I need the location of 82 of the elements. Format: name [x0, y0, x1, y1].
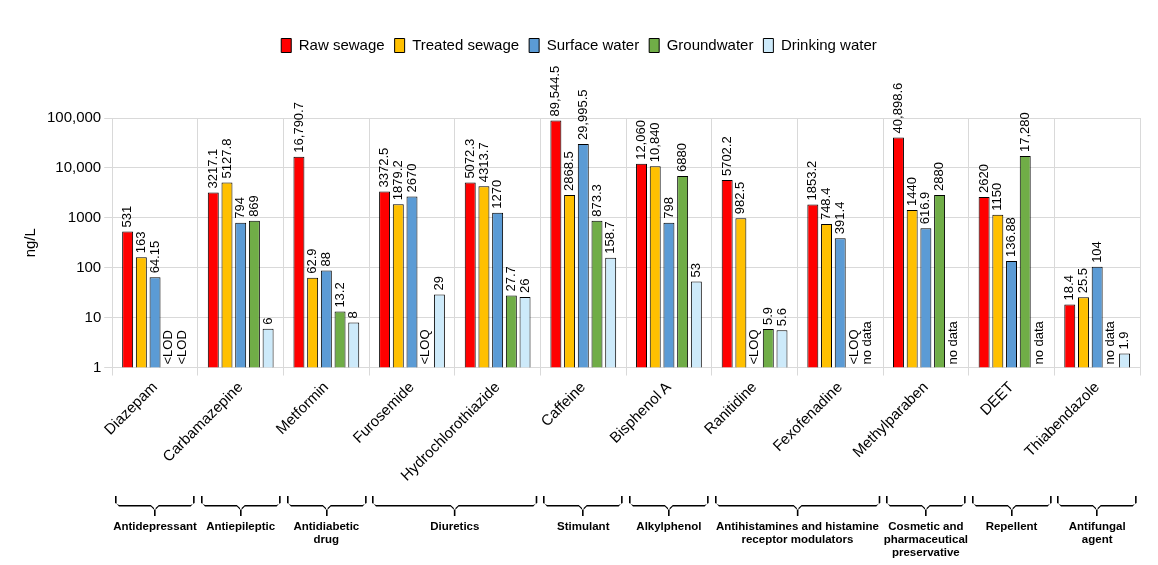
text: no data: [859, 321, 875, 365]
y-axis-title: ng/L: [21, 228, 39, 258]
data-label: 4313.7: [475, 142, 491, 183]
data-label: 163: [132, 231, 148, 254]
data-label: 18.4: [1061, 275, 1077, 301]
data-label: 2868.5: [561, 151, 577, 191]
data-label: 8: [345, 311, 361, 319]
text: Antidiabetic drug: [292, 520, 361, 546]
data-label: 391.4: [831, 201, 847, 235]
data-label: 869: [245, 195, 261, 217]
text: Antifungal agent: [1067, 520, 1127, 546]
data-label: 5.9: [759, 306, 775, 326]
data-label: 53: [687, 263, 703, 278]
y-tick-label: 10: [84, 307, 102, 325]
data-label: 2880: [931, 161, 947, 191]
data-label: 1853.2: [804, 160, 820, 201]
data-label: 29: [430, 276, 446, 291]
data-label: 798: [660, 197, 676, 219]
data-label: 3372.5: [376, 147, 392, 188]
y-tick-label: 10,000: [55, 158, 102, 176]
text: Alkylphenol: [635, 520, 703, 533]
text: Stimulant: [556, 520, 611, 533]
legend-label: Treated sewage: [412, 35, 520, 53]
data-label: 16,790.7: [290, 102, 306, 153]
data-label: 873.3: [588, 184, 604, 217]
legend-label: Surface water: [546, 35, 640, 53]
legend-label: Raw sewage: [298, 35, 385, 53]
text: no data: [1030, 321, 1046, 365]
data-label: 1270: [489, 179, 505, 209]
data-label: 1879.2: [389, 160, 405, 201]
y-tick-label: 1000: [67, 207, 102, 225]
data-label: 794: [232, 197, 248, 219]
text: no data: [1102, 321, 1118, 365]
data-label: 158.7: [602, 221, 618, 254]
data-label: 5072.3: [461, 138, 477, 179]
data-label: 6: [259, 317, 275, 325]
data-label: 5.6: [773, 308, 789, 327]
data-label: 616.9: [917, 191, 933, 225]
data-label: 5127.8: [218, 138, 234, 179]
text: Antihistamines and histamine receptor modulators: [714, 520, 880, 546]
text: Repellent: [984, 520, 1039, 533]
data-label: 10,840: [646, 122, 662, 163]
data-label: 27.7: [502, 266, 518, 292]
data-label: 1440: [903, 176, 919, 206]
y-tick-label: 100,000: [46, 108, 102, 126]
data-label: 3217.1: [204, 148, 220, 189]
data-label: 1150: [989, 182, 1005, 211]
y-tick-label: 100: [76, 257, 102, 275]
data-label: 25.5: [1075, 268, 1091, 294]
data-label: 26: [516, 278, 532, 293]
text: <LOQ: [746, 329, 762, 365]
legend-label: Groundwater: [666, 35, 754, 53]
text: no data: [944, 321, 960, 365]
text: Cosmetic and pharmaceutical preservative: [883, 520, 969, 559]
data-label: 29,995.5: [574, 89, 590, 141]
text: Antiepileptic: [205, 520, 277, 533]
data-label: 104: [1088, 241, 1104, 263]
text: <LOD: [160, 330, 176, 365]
text: Antidepressant: [112, 520, 198, 533]
data-label: 136.88: [1003, 217, 1019, 257]
data-label: 2620: [975, 164, 991, 193]
data-label: 748.4: [818, 187, 834, 221]
data-label: 40,898.6: [890, 82, 906, 134]
text: Diuretics: [429, 520, 481, 533]
data-label: 62.9: [304, 248, 320, 274]
data-label: 12,060: [633, 120, 649, 160]
legend-label: Drinking water: [780, 35, 877, 53]
data-label: 89,544.5: [547, 65, 563, 117]
data-label: 531: [119, 205, 135, 228]
data-label: 6880: [674, 143, 690, 173]
data-label: 5702.2: [718, 136, 734, 177]
text: <LOD: [174, 330, 190, 365]
data-label: 1.9: [1116, 331, 1132, 350]
y-tick-label: 1: [92, 357, 102, 375]
data-label: 2670: [403, 163, 419, 193]
text: <LOQ: [845, 329, 861, 365]
data-label: 88: [317, 252, 333, 267]
text: <LOQ: [417, 329, 433, 365]
data-label: 982.5: [732, 181, 748, 215]
data-label: 17,280: [1016, 112, 1032, 153]
data-label: 64.15: [146, 240, 162, 274]
data-label: 13.2: [331, 282, 347, 308]
